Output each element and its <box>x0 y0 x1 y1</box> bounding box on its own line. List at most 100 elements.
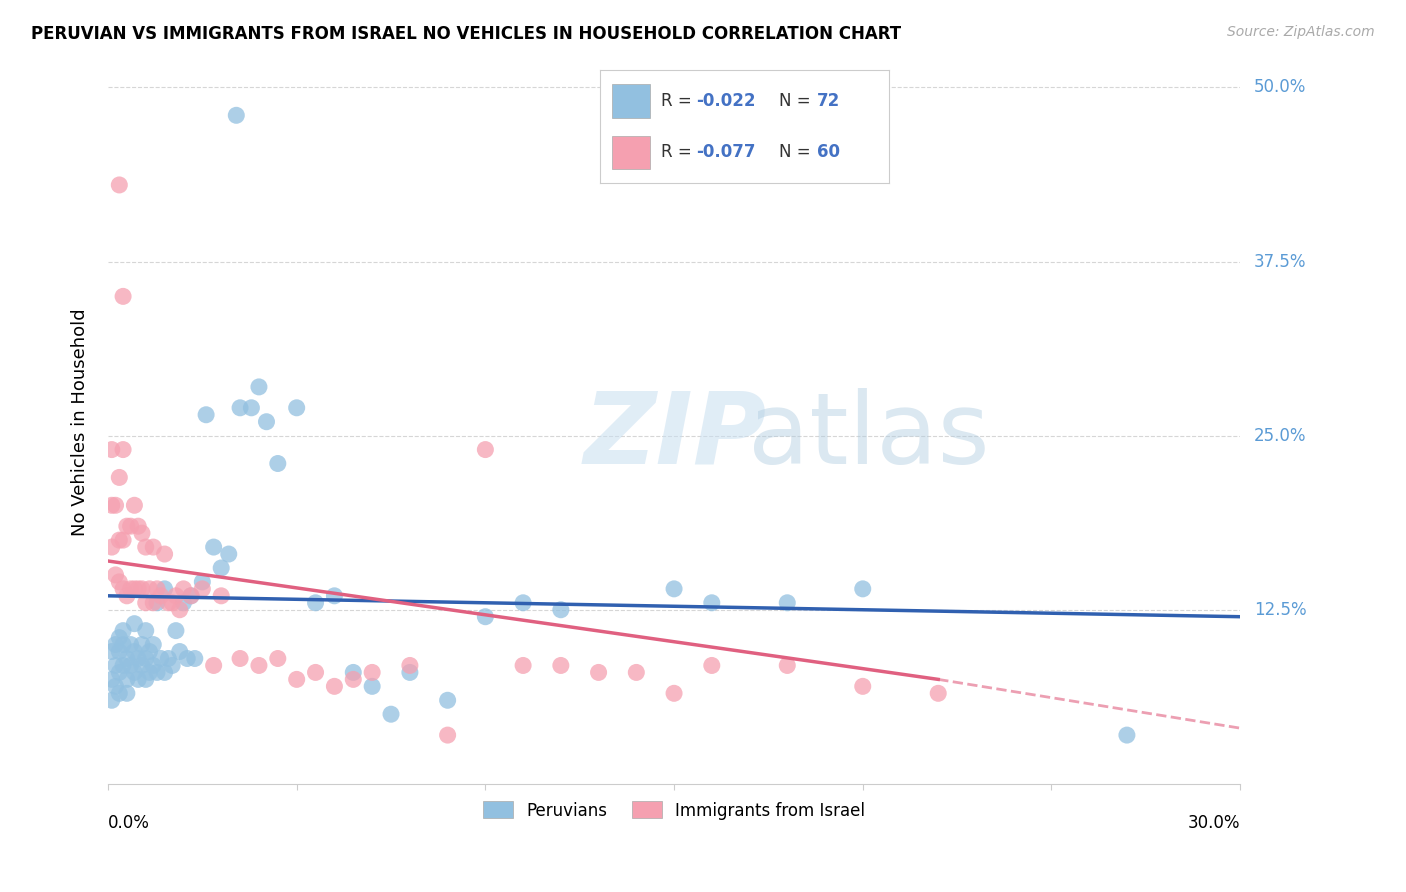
Point <box>112 289 135 303</box>
Point <box>267 457 290 471</box>
Point <box>474 442 496 457</box>
Point <box>108 644 131 658</box>
Point <box>138 665 160 680</box>
Point <box>124 665 146 680</box>
Point <box>124 644 146 658</box>
Point <box>120 582 142 596</box>
Point <box>100 693 122 707</box>
Point <box>229 651 252 665</box>
Text: ZIP: ZIP <box>583 388 766 484</box>
Point <box>399 658 422 673</box>
Point <box>626 665 648 680</box>
Point <box>323 589 346 603</box>
Point <box>146 665 169 680</box>
Point <box>180 589 202 603</box>
Point <box>104 679 127 693</box>
Point <box>285 673 308 687</box>
Point <box>135 596 157 610</box>
Point <box>146 582 169 596</box>
Text: atlas: atlas <box>748 388 990 484</box>
Point <box>852 582 875 596</box>
Point <box>550 603 572 617</box>
Point <box>195 408 218 422</box>
Point <box>361 679 384 693</box>
Point <box>142 596 165 610</box>
Point <box>240 401 263 415</box>
Y-axis label: No Vehicles in Household: No Vehicles in Household <box>72 308 89 535</box>
Point <box>169 603 191 617</box>
Point <box>104 658 127 673</box>
Point <box>267 651 290 665</box>
Point <box>662 582 685 596</box>
Point <box>218 547 240 561</box>
Point <box>852 679 875 693</box>
Point <box>127 651 149 665</box>
Point <box>135 673 157 687</box>
Text: 25.0%: 25.0% <box>1254 426 1306 444</box>
Point <box>112 582 135 596</box>
Point <box>108 686 131 700</box>
Point <box>153 547 176 561</box>
Point <box>229 401 252 415</box>
Point <box>108 574 131 589</box>
Point <box>176 651 198 665</box>
Point <box>184 651 207 665</box>
Point <box>131 638 153 652</box>
Legend: Peruvians, Immigrants from Israel: Peruvians, Immigrants from Israel <box>477 795 872 826</box>
Point <box>142 658 165 673</box>
Point <box>165 624 187 638</box>
Point <box>172 582 194 596</box>
Point <box>104 568 127 582</box>
Point <box>115 673 138 687</box>
Point <box>112 658 135 673</box>
Point <box>927 686 949 700</box>
Point <box>127 582 149 596</box>
Point <box>160 596 183 610</box>
Point <box>135 540 157 554</box>
Text: 30.0%: 30.0% <box>1188 814 1240 832</box>
Point <box>104 498 127 512</box>
Point <box>169 644 191 658</box>
Point <box>342 665 364 680</box>
Point <box>225 108 247 122</box>
Point <box>247 380 270 394</box>
Text: 50.0%: 50.0% <box>1254 78 1306 96</box>
Point <box>108 470 131 484</box>
Point <box>180 589 202 603</box>
Point <box>202 540 225 554</box>
Point <box>146 596 169 610</box>
Text: 0.0%: 0.0% <box>108 814 150 832</box>
Point <box>304 596 326 610</box>
Point <box>108 631 131 645</box>
Point <box>256 415 278 429</box>
Point <box>474 609 496 624</box>
Point <box>512 596 534 610</box>
Point <box>776 658 799 673</box>
Point <box>304 665 326 680</box>
Point <box>399 665 422 680</box>
Point <box>112 624 135 638</box>
Text: 37.5%: 37.5% <box>1254 252 1306 270</box>
Point <box>157 596 180 610</box>
Point <box>135 651 157 665</box>
Text: Source: ZipAtlas.com: Source: ZipAtlas.com <box>1227 25 1375 39</box>
Point <box>131 526 153 541</box>
Point <box>127 519 149 533</box>
Point <box>700 596 723 610</box>
Point <box>209 589 232 603</box>
Point <box>165 589 187 603</box>
Point <box>115 519 138 533</box>
Point <box>120 658 142 673</box>
Point <box>149 651 172 665</box>
Point <box>512 658 534 673</box>
Point <box>209 561 232 575</box>
Point <box>700 658 723 673</box>
Point <box>160 658 183 673</box>
Point <box>191 574 214 589</box>
Point <box>112 442 135 457</box>
Point <box>100 644 122 658</box>
Point <box>100 540 122 554</box>
Point <box>138 644 160 658</box>
Text: PERUVIAN VS IMMIGRANTS FROM ISRAEL NO VEHICLES IN HOUSEHOLD CORRELATION CHART: PERUVIAN VS IMMIGRANTS FROM ISRAEL NO VE… <box>31 25 901 43</box>
Point <box>138 582 160 596</box>
